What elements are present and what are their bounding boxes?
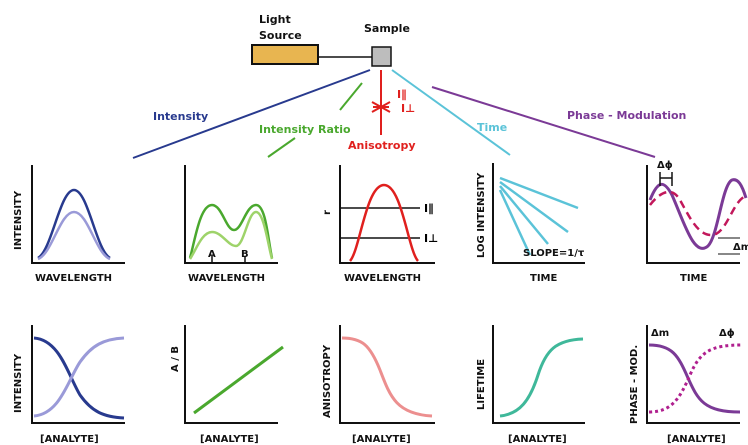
sample-label: Sample: [364, 22, 410, 35]
technique-intensity: Intensity: [153, 110, 208, 123]
decay-line-1: [499, 176, 579, 210]
polarizer-symbol: I∥ I⊥: [371, 88, 415, 115]
branch-ratio-lower: [267, 137, 296, 158]
slope-label: SLOPE=1/τ: [523, 248, 585, 259]
y-axis-label: r: [322, 210, 333, 215]
plot-intensity-spectrum: INTENSITY WAVELENGTH: [13, 165, 125, 284]
branch-ratio-upper: [339, 82, 363, 111]
branch-intensity: [132, 69, 371, 159]
plot-intensity-analyte: INTENSITY [ANALYTE]: [13, 325, 125, 445]
y-axis-label: PHASE - MOD.: [629, 345, 640, 424]
light-source-label-line1: Light: [259, 13, 291, 26]
light-source-box: [251, 44, 319, 65]
spectrum-low: [37, 210, 111, 261]
emission-wave: [649, 190, 747, 237]
y-axis-label: ANISOTROPY: [322, 344, 333, 418]
line-par-label: I∥: [424, 202, 434, 215]
lifetime-curve: [499, 337, 584, 418]
peak-b-label: B: [241, 249, 249, 260]
technique-intensity-ratio: Intensity Ratio: [259, 123, 351, 136]
y-axis-label: LOG INTENSITY: [476, 172, 487, 258]
decay-line-2: [499, 180, 569, 234]
line-perp-label: I⊥: [424, 232, 438, 245]
plot-axes: [339, 325, 435, 424]
polarizer-perp-label: I⊥: [401, 102, 415, 115]
plot-phase-analyte: Δm Δϕ PHASE - MOD. [ANALYTE]: [629, 325, 743, 445]
x-axis-label: [ANALYTE]: [200, 434, 259, 445]
branches: [132, 69, 656, 159]
plot-axes: [492, 325, 585, 424]
decreasing-curve: [33, 336, 125, 420]
technique-labels: Intensity Intensity Ratio Anisotropy Tim…: [153, 109, 686, 152]
plot-anisotropy-spectrum: r I∥ I⊥ WAVELENGTH: [322, 165, 438, 284]
mod-label: Δm: [651, 328, 669, 339]
x-axis-label: TIME: [530, 273, 557, 284]
x-axis-label: TIME: [680, 273, 707, 284]
decay-line-4: [498, 189, 532, 256]
mod-label: Δm: [733, 242, 748, 253]
x-axis-label: [ANALYTE]: [352, 434, 411, 445]
increasing-curve: [33, 336, 125, 418]
x-axis-label: [ANALYTE]: [667, 434, 726, 445]
plot-axes: [646, 165, 740, 264]
x-axis-label: [ANALYTE]: [508, 434, 567, 445]
technique-time: Time: [477, 121, 507, 134]
sample-box: [371, 46, 392, 67]
plot-lifetime-analyte: LIFETIME [ANALYTE]: [476, 325, 585, 445]
plot-time-decay: LOG INTENSITY SLOPE=1/τ TIME: [476, 163, 585, 284]
plot-axes: [31, 325, 125, 424]
anisotropy-curve: [341, 336, 433, 418]
technique-anisotropy: Anisotropy: [348, 139, 416, 152]
spectrum-light: [188, 210, 274, 260]
excitation-wave: [648, 178, 748, 250]
plot-ratio-spectrum: A B WAVELENGTH: [184, 165, 278, 284]
instrument-header: Light Source Sample: [251, 13, 410, 67]
plot-axes: [31, 165, 125, 264]
y-axis-label: LIFETIME: [476, 359, 487, 410]
x-axis-label: WAVELENGTH: [35, 273, 112, 284]
x-axis-label: WAVELENGTH: [344, 273, 421, 284]
plot-anisotropy-analyte: ANISOTROPY [ANALYTE]: [322, 325, 435, 445]
x-axis-label: [ANALYTE]: [40, 434, 99, 445]
x-axis-label: WAVELENGTH: [188, 273, 265, 284]
plot-axes: [184, 325, 278, 424]
plot-axes: [646, 325, 740, 424]
phase-label: Δϕ: [657, 160, 673, 171]
polarizer-par-label: I∥: [397, 88, 407, 101]
plot-phase-waves: Δϕ Δm TIME: [646, 160, 748, 284]
plot-axes: [339, 165, 435, 264]
y-axis-label: A / B: [170, 346, 181, 372]
peak-a-label: A: [208, 249, 216, 260]
plot-axes: [492, 163, 585, 264]
y-axis-label: INTENSITY: [13, 353, 24, 413]
plot-axes: [184, 165, 278, 264]
decay-line-3: [499, 185, 549, 245]
spectrum-dark: [188, 203, 274, 259]
y-axis-label: INTENSITY: [13, 190, 24, 250]
technique-phase-modulation: Phase - Modulation: [567, 109, 686, 122]
spectrum-high: [37, 188, 111, 260]
branch-phase: [431, 86, 656, 158]
phase-label: Δϕ: [719, 328, 735, 339]
phase-curve: [648, 343, 743, 414]
modulation-curve: [648, 343, 741, 414]
ratio-line: [193, 345, 284, 415]
branch-time: [391, 69, 511, 156]
anisotropy-curve: [348, 183, 420, 262]
light-source-label-line2: Source: [259, 29, 302, 42]
plot-ratio-analyte: A / B [ANALYTE]: [170, 325, 284, 445]
